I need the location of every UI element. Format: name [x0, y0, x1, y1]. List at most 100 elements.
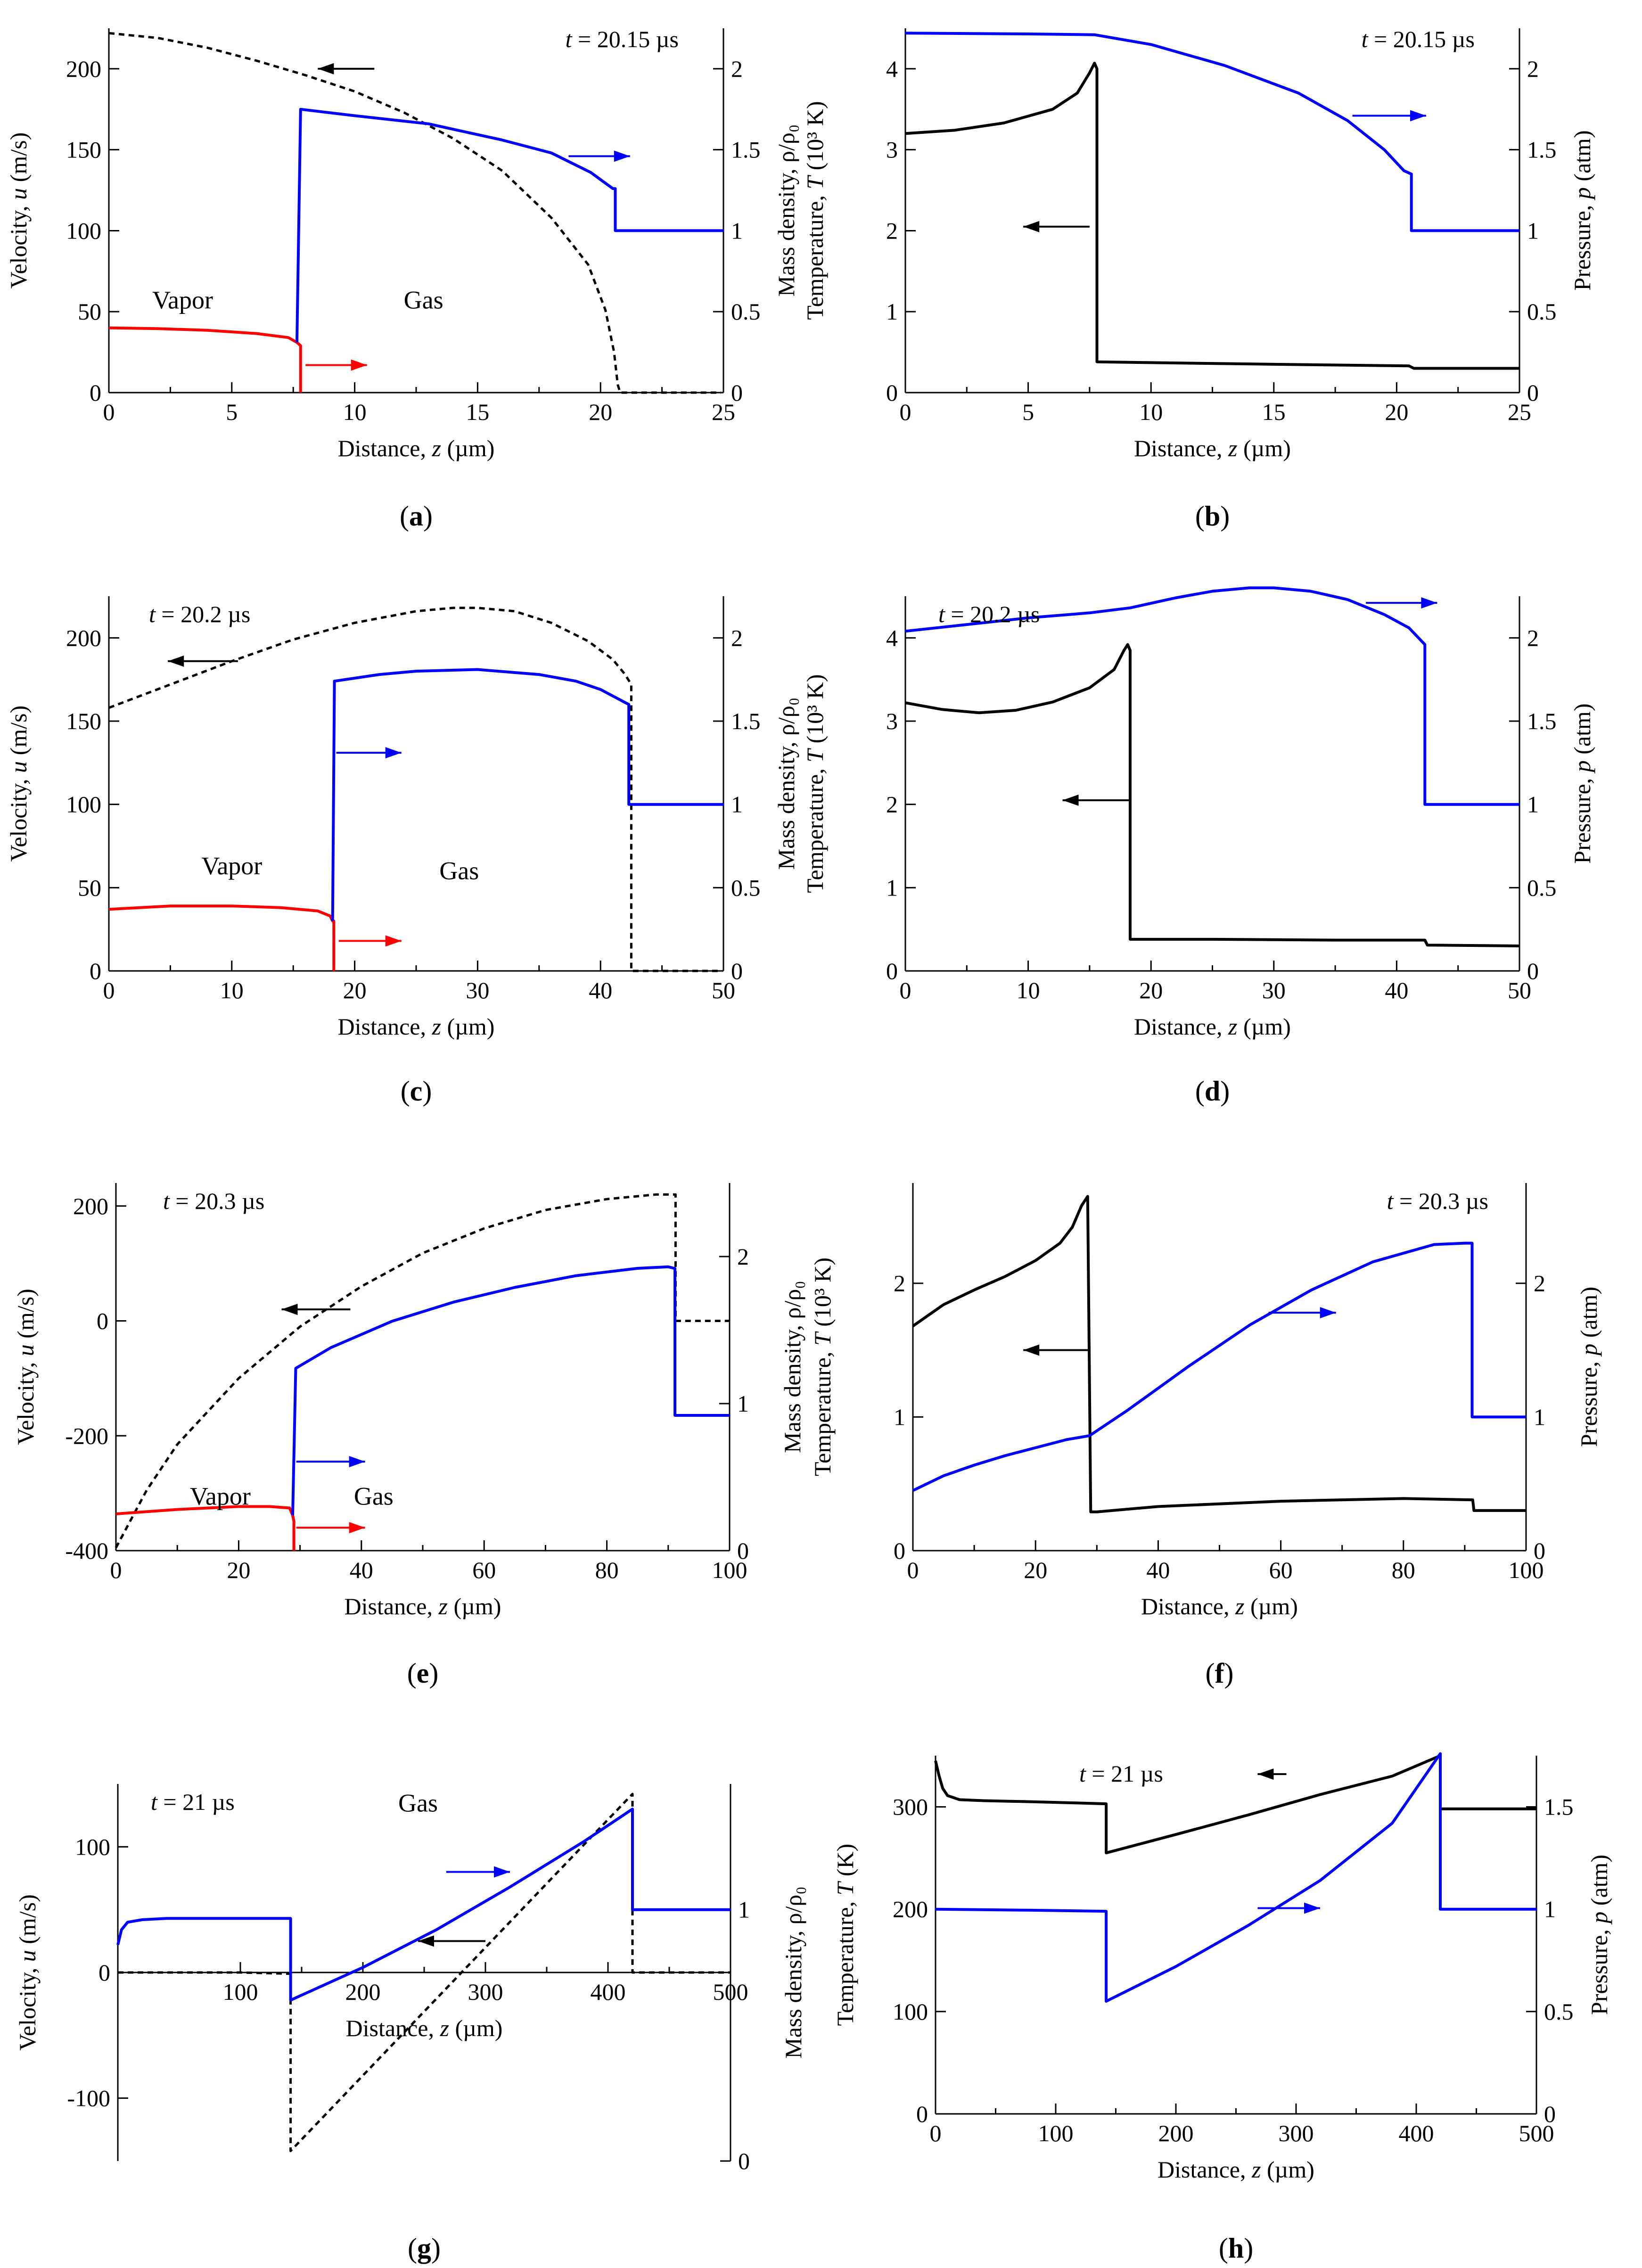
x-tick-label: 20	[1385, 399, 1408, 425]
right-tick-label: 1.5	[731, 137, 761, 163]
left-axis-label-part: u	[12, 1344, 39, 1356]
x-tick-label: 25	[712, 399, 735, 425]
left-axis-label: Temperature, T (10³ K)	[802, 674, 828, 893]
x-axis-label-part: (µm)	[1261, 2156, 1314, 2183]
subfigure-caption: (g)	[408, 2233, 441, 2264]
left-axis-label-part: Velocity,	[12, 1356, 39, 1445]
time-label: t = 20.2 µs	[149, 601, 250, 627]
left-tick-label: 150	[66, 708, 101, 734]
arrow-head	[349, 1456, 365, 1468]
caption-paren: (	[1195, 501, 1205, 532]
arrow-head	[418, 1935, 434, 1947]
left-tick-label: 100	[75, 1833, 110, 1860]
series-temperature	[905, 643, 1520, 947]
x-tick-label: 100	[223, 1979, 258, 2005]
arrow-head	[1421, 597, 1437, 609]
caption-letter: d	[1205, 1076, 1220, 1107]
right-tick-label: 2	[731, 56, 743, 82]
caption-paren: )	[1224, 1658, 1233, 1689]
left-tick-label: 0	[97, 1308, 108, 1334]
right-tick-label: 1	[731, 217, 743, 244]
panel-h: 0 100 200 300 400 500010020030000.511.5Distan…	[832, 1752, 1612, 2264]
series-pressure	[905, 32, 1519, 232]
right-tick-label: 0	[1534, 1537, 1545, 1564]
arrow-head	[1062, 794, 1079, 806]
caption-letter: h	[1228, 2233, 1244, 2264]
right-axis-label: Pressure, p (atm)	[1586, 1855, 1612, 2015]
right-axis-label: Mass density, ρ/ρ₀	[773, 124, 799, 296]
arrow-head	[385, 935, 402, 947]
series-temperature	[912, 1195, 1526, 1513]
x-tick-label: 5	[226, 399, 238, 425]
left-axis-label-part: Velocity,	[5, 200, 32, 288]
region-label: Vapor	[190, 1482, 251, 1511]
left-axis-label-part: T	[802, 175, 828, 189]
left-tick-label: 2	[886, 791, 898, 818]
time-label: t = 20.15 µs	[566, 26, 679, 52]
right-tick-label: 2	[731, 625, 743, 651]
left-tick-label: 2	[886, 217, 898, 244]
time-label: t = 21 µs	[151, 1789, 235, 1815]
caption-paren: )	[423, 501, 433, 532]
right-tick-label: 0.5	[731, 298, 761, 325]
time-label-part: t	[566, 26, 573, 52]
left-tick-label: 3	[886, 137, 898, 163]
x-axis-label-part: z	[439, 2015, 449, 2041]
time-label-part: = 21 µs	[1086, 1760, 1163, 1787]
x-axis-label-part: (µm)	[441, 435, 495, 461]
right-tick-label: 2	[1534, 1270, 1545, 1297]
right-axis-label-part: Pressure,	[1586, 1923, 1612, 2015]
x-tick-label: 15	[1262, 399, 1286, 425]
left-tick-label: 100	[66, 791, 101, 818]
time-label-part: = 20.3 µs	[170, 1188, 264, 1214]
time-label: t = 20.3 µs	[1387, 1188, 1488, 1214]
x-tick-label: 40	[589, 977, 612, 1003]
arrow-head	[614, 150, 630, 162]
region-label: Gas	[404, 286, 443, 314]
right-tick-label: 1	[737, 1390, 749, 1417]
x-tick-label: 100	[1038, 2120, 1074, 2146]
right-tick-label: 0.5	[1527, 874, 1557, 901]
x-tick-label: 10	[1139, 399, 1163, 425]
time-label-part: t	[1079, 1760, 1086, 1787]
x-tick-label: 200	[1158, 2120, 1194, 2146]
right-axis-label-part: p	[1569, 760, 1595, 773]
x-tick-label: 20	[589, 399, 612, 425]
left-tick-label: 0	[90, 958, 101, 984]
x-axis-label: Distance, z (µm)	[1134, 435, 1291, 461]
arrow-head	[1304, 1902, 1320, 1914]
right-tick-label: 1	[738, 1897, 750, 1923]
caption-letter: a	[409, 501, 423, 532]
time-label-part: = 20.3 µs	[1394, 1188, 1488, 1214]
right-axis-label-part: p	[1576, 1344, 1602, 1357]
right-tick-label: 2	[737, 1243, 749, 1270]
x-axis-label-part: (µm)	[1237, 1013, 1291, 1040]
x-axis-label: Distance, z (µm)	[1141, 1593, 1298, 1619]
left-tick-label: -200	[65, 1422, 108, 1449]
left-axis-label-part: Velocity,	[14, 1962, 41, 2050]
caption-paren: )	[1244, 2233, 1253, 2264]
caption-paren: )	[429, 1658, 438, 1689]
x-tick-label: 500	[713, 1979, 748, 2005]
right-tick-label: 0	[737, 1537, 749, 1564]
caption-paren: (	[400, 501, 409, 532]
left-tick-label: 4	[886, 625, 898, 651]
x-axis-label-part: (µm)	[441, 1013, 495, 1040]
time-label: t = 20.3 µs	[163, 1188, 264, 1214]
left-axis-label-part: (m/s)	[12, 1289, 39, 1344]
time-label-part: t	[149, 601, 156, 627]
panel-a: 0 5 10 15 20 2505010015020000.511.52Distance,…	[5, 26, 799, 532]
x-tick-label: 60	[472, 1557, 496, 1583]
right-axis-label: Pressure, p (atm)	[1576, 1287, 1602, 1447]
left-tick-label: 0	[99, 1959, 110, 1986]
x-axis-label-part: z	[1228, 435, 1237, 461]
right-axis-label-part: p	[1569, 187, 1595, 200]
subfigure-caption: (a)	[400, 501, 433, 532]
left-tick-label: 50	[78, 298, 101, 325]
left-axis-label: Temperature, T (10³ K)	[809, 1257, 836, 1476]
left-tick-label: 200	[893, 1896, 928, 1923]
time-label-part: = 21 µs	[157, 1789, 235, 1815]
right-tick-label: 1.5	[1544, 1794, 1574, 1820]
right-tick-label: 2	[1527, 56, 1539, 82]
